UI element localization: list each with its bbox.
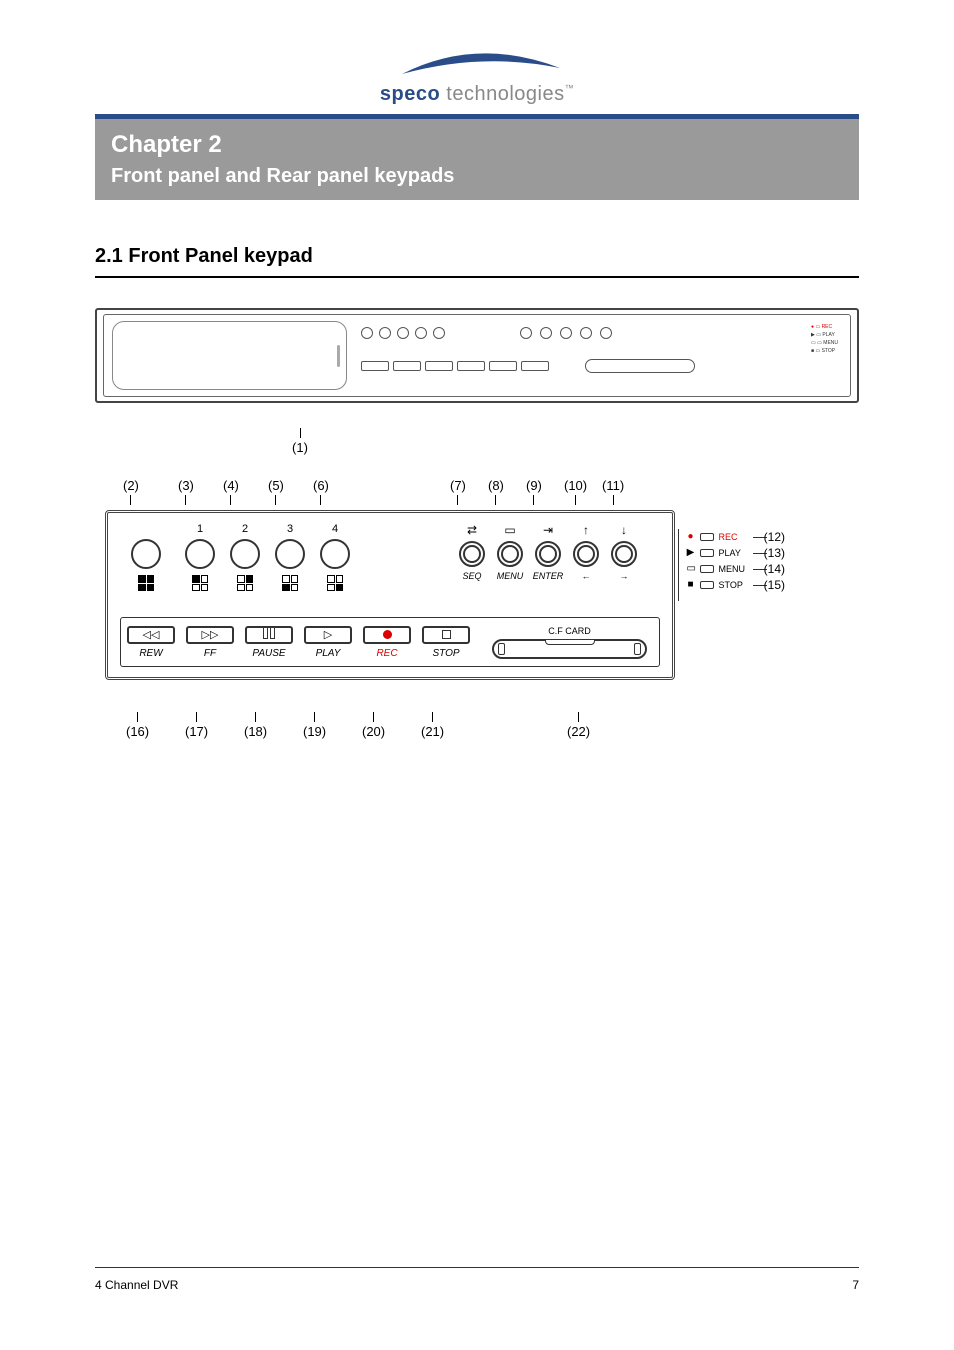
footer-pagenum: 7 [852, 1278, 859, 1292]
ref-label: (1) [292, 440, 308, 455]
logo-brand: speco [380, 83, 440, 105]
channel-3-button[interactable]: 3 [270, 523, 310, 591]
rec-led [700, 533, 714, 541]
section-title: 2.1 Front Panel keypad [95, 245, 859, 268]
brand-logo: speco technologies™ [95, 48, 859, 106]
front-panel-detail: 1 2 3 4 [105, 510, 675, 680]
channel-4-button[interactable]: 4 [315, 523, 355, 591]
up-left-button[interactable]: ↑ ← [566, 523, 606, 581]
front-panel-overview: ● ▭ REC ▶ ▭ PLAY ▭ ▭ MENU ■ ▭ STOP [95, 308, 859, 403]
cf-card-slot[interactable]: C.F CARD [492, 626, 647, 659]
stop-button[interactable]: STOP [422, 626, 470, 659]
logo-suffix: technologies [446, 83, 564, 105]
menu-led [700, 565, 714, 573]
chapter-title: Front panel and Rear panel keypads [111, 165, 843, 188]
play-led [700, 549, 714, 557]
menu-button[interactable]: ▭ MENU [490, 523, 530, 581]
pause-button[interactable]: PAUSE [245, 626, 293, 659]
enter-button[interactable]: ⇥ ENTER [528, 523, 568, 581]
channel-2-button[interactable]: 2 [225, 523, 265, 591]
page-footer: 4 Channel DVR 7 [95, 1278, 859, 1292]
overview-ref-1: (1) [0, 428, 859, 455]
play-button[interactable]: ▷ PLAY [304, 626, 352, 659]
footer-divider [95, 1267, 859, 1268]
chapter-header: Chapter 2 Front panel and Rear panel key… [95, 119, 859, 200]
panel-controls-mini: ● ▭ REC ▶ ▭ PLAY ▭ ▭ MENU ■ ▭ STOP [355, 321, 842, 390]
section-divider [95, 276, 859, 278]
transport-row: ◁◁ REW ▷▷ FF PAUSE ▷ PLAY REC [120, 617, 660, 667]
channel-1-button[interactable]: 1 [180, 523, 220, 591]
rec-button[interactable]: REC [363, 626, 411, 659]
rew-button[interactable]: ◁◁ REW [127, 626, 175, 659]
stop-led [700, 581, 714, 589]
footer-left: 4 Channel DVR [95, 1278, 178, 1292]
ff-button[interactable]: ▷▷ FF [186, 626, 234, 659]
logo-swoosh-icon [392, 48, 562, 76]
led-indicator-block: ● REC (12) ▶ PLAY (13) ▭ [678, 529, 746, 601]
chapter-number: Chapter 2 [111, 131, 843, 159]
channel-quad-button[interactable] [126, 523, 166, 591]
panel-door [112, 321, 347, 390]
down-right-button[interactable]: ↓ → [604, 523, 644, 581]
seq-button[interactable]: ⇄ SEQ [452, 523, 492, 581]
